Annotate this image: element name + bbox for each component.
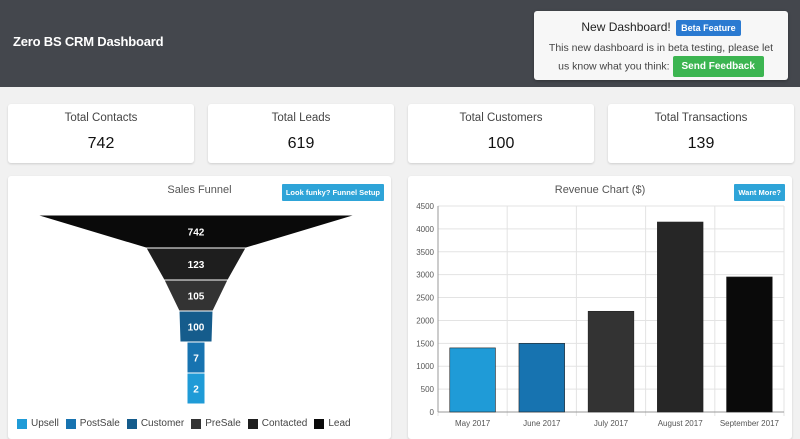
stat-label: Total Leads — [271, 112, 331, 124]
legend-item[interactable]: Contacted — [247, 418, 308, 429]
stat-card-transactions: Total Transactions 139 — [608, 104, 794, 163]
revenue-chart: 0 500 1000 1500 2000 2500 3000 3500 4000 4500 May … — [416, 202, 785, 428]
stat-card-contacts: Total Contacts 742 — [8, 104, 194, 163]
y-tick-label: 1500 — [416, 339, 434, 348]
send-feedback-button[interactable]: Send Feedback — [672, 56, 764, 77]
funnel-setup-button[interactable]: Look funky? Funnel Setup — [281, 184, 384, 201]
legend-swatch — [65, 418, 76, 429]
y-tick-label: 4000 — [416, 225, 434, 234]
legend-label: Lead — [328, 418, 351, 429]
y-tick-label: 2500 — [416, 294, 434, 303]
revenue-bar — [449, 347, 496, 413]
dashboard-header: Zero BS CRM Dashboard New Dashboard! Bet… — [0, 0, 800, 87]
y-tick-label: 1000 — [416, 362, 434, 371]
stat-value: 139 — [687, 135, 715, 152]
funnel-chart: 742 123 105 100 7 2 — [35, 214, 357, 405]
stat-value: 742 — [87, 135, 115, 152]
legend-item[interactable]: PostSale — [65, 418, 120, 429]
revenue-title: Revenue Chart ($) — [554, 184, 646, 196]
x-tick-label: September 2017 — [720, 419, 780, 428]
funnel-value-label: 100 — [188, 323, 205, 334]
legend-swatch — [191, 418, 202, 429]
stat-label: Total Contacts — [64, 112, 138, 124]
legend-label: Upsell — [31, 418, 59, 429]
legend-label: Customer — [140, 418, 185, 429]
notice-text-row: This new dashboard is in beta testing, p… — [544, 41, 778, 77]
funnel-value-label: 2 — [193, 385, 199, 396]
funnel-stage-upsell — [186, 372, 206, 405]
notice-title: New Dashboard! — [581, 20, 671, 35]
y-tick-label: 3000 — [416, 271, 434, 280]
y-tick-label: 500 — [421, 385, 435, 394]
y-tick-label: 0 — [430, 408, 435, 417]
legend-item[interactable]: Customer — [126, 418, 185, 429]
y-tick-label: 3500 — [416, 248, 434, 257]
want-more-button[interactable]: Want More? — [734, 184, 785, 201]
revenue-chart-panel: Revenue Chart ($) Want More? 0 500 1000 150… — [408, 176, 792, 439]
sales-funnel-panel: Sales Funnel Look funky? Funnel Setup 74… — [8, 176, 391, 439]
x-tick-label: August 2017 — [658, 419, 703, 428]
funnel-stage-customer — [178, 310, 214, 343]
legend-label: Contacted — [261, 418, 308, 429]
legend-label: PreSale — [205, 418, 241, 429]
legend-item[interactable]: Lead — [314, 418, 351, 429]
notice-title-row: New Dashboard! Beta Feature — [534, 20, 788, 36]
funnel-title: Sales Funnel — [167, 184, 232, 196]
legend-swatch — [247, 418, 258, 429]
y-tick-label: 4500 — [416, 202, 434, 211]
stat-value: 100 — [487, 135, 515, 152]
legend-swatch — [17, 418, 27, 429]
funnel-value-label: 105 — [188, 292, 205, 303]
y-tick-label: 2000 — [416, 316, 434, 325]
funnel-value-label: 123 — [188, 260, 205, 271]
legend-item[interactable]: Upsell — [17, 418, 59, 429]
stat-label: Total Transactions — [654, 112, 748, 124]
stat-card-customers: Total Customers 100 — [408, 104, 594, 163]
stat-label: Total Customers — [459, 112, 543, 124]
funnel-value-label: 7 — [193, 354, 199, 365]
notice-text: This new dashboard is in beta testing, p… — [548, 42, 774, 73]
x-tick-label: July 2017 — [594, 419, 629, 428]
funnel-value-label: 742 — [188, 228, 205, 239]
legend-label: PostSale — [79, 418, 120, 429]
stat-value: 619 — [287, 135, 315, 152]
page-title: Zero BS CRM Dashboard — [13, 34, 164, 49]
revenue-bar — [587, 310, 635, 413]
legend-item[interactable]: PreSale — [191, 418, 241, 429]
beta-badge: Beta Feature — [676, 20, 741, 36]
x-tick-label: June 2017 — [523, 419, 561, 428]
funnel-legend: Upsell PostSale Customer PreSale Contacted Le… — [17, 418, 351, 429]
x-tick-label: May 2017 — [455, 419, 491, 428]
legend-swatch — [126, 418, 137, 429]
revenue-bar — [657, 221, 704, 413]
legend-swatch — [314, 418, 325, 429]
revenue-bar — [726, 276, 773, 413]
stat-card-leads: Total Leads 619 — [208, 104, 394, 163]
revenue-bar — [518, 343, 565, 413]
beta-notice: New Dashboard! Beta Feature This new das… — [534, 11, 788, 80]
